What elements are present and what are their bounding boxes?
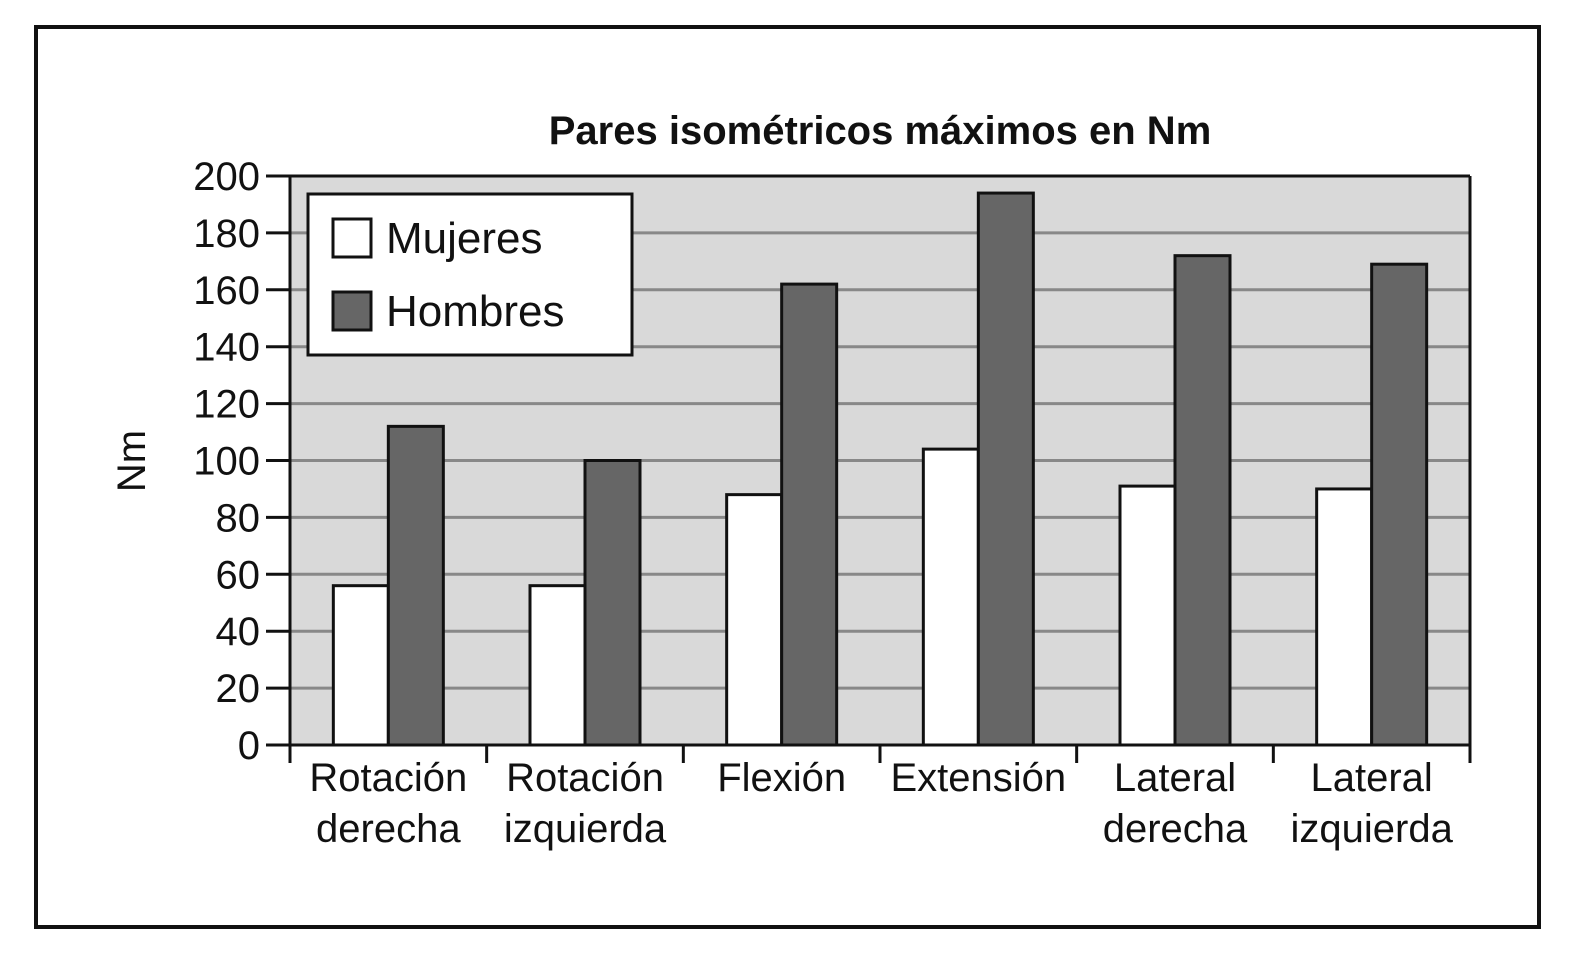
legend-label-mujeres: Mujeres bbox=[386, 214, 543, 263]
legend-swatch-hombres bbox=[331, 290, 373, 332]
y-tick-label: 60 bbox=[216, 553, 261, 597]
bar-hombres-5 bbox=[1370, 262, 1429, 747]
bar-hombres-3 bbox=[976, 191, 1035, 747]
x-category-label-0: Rotación derecha bbox=[309, 756, 467, 851]
bar-hombres-1 bbox=[583, 459, 642, 747]
legend: Mujeres Hombres bbox=[306, 192, 634, 357]
y-tick-label: 140 bbox=[193, 326, 260, 370]
y-tick-label: 120 bbox=[193, 383, 260, 427]
y-tick-label: 200 bbox=[193, 155, 260, 199]
y-tick-label: 160 bbox=[193, 269, 260, 313]
bar-hombres-4 bbox=[1173, 254, 1232, 747]
bar-mujeres-0 bbox=[331, 584, 390, 747]
bar-mujeres-5 bbox=[1315, 487, 1374, 747]
x-category-label-5: Lateral izquierda bbox=[1291, 756, 1454, 851]
legend-swatch-mujeres bbox=[331, 217, 373, 259]
y-tick-label: 0 bbox=[238, 724, 260, 768]
x-category-label-3: Extensión bbox=[890, 756, 1066, 800]
y-tick-label: 80 bbox=[216, 496, 261, 540]
axes bbox=[266, 174, 1472, 763]
x-category-label-1: Rotación izquierda bbox=[504, 756, 667, 851]
y-tick-label: 40 bbox=[216, 610, 261, 654]
bar-hombres-0 bbox=[386, 424, 445, 747]
x-category-label-4: Lateral derecha bbox=[1103, 756, 1248, 851]
x-category-label-2: Flexión bbox=[717, 756, 846, 800]
bars bbox=[331, 191, 1429, 747]
chart-title: Pares isométricos máximos en Nm bbox=[549, 109, 1212, 153]
bar-mujeres-1 bbox=[528, 584, 587, 747]
y-tick-label: 180 bbox=[193, 212, 260, 256]
bar-mujeres-2 bbox=[725, 493, 784, 747]
y-axis-label: Nm bbox=[110, 430, 154, 492]
y-tick-label: 100 bbox=[193, 440, 260, 484]
legend-label-hombres: Hombres bbox=[386, 287, 565, 336]
bar-mujeres-3 bbox=[921, 447, 980, 747]
bar-hombres-2 bbox=[780, 282, 839, 747]
y-tick-label: 20 bbox=[216, 667, 261, 711]
bar-mujeres-4 bbox=[1118, 484, 1177, 747]
y-tick-labels: 0 20 40 60 80 100 120 140 160 180 200 bbox=[193, 155, 260, 768]
x-category-labels: Rotación derecha Rotación izquierda Flexión E… bbox=[309, 756, 1453, 851]
